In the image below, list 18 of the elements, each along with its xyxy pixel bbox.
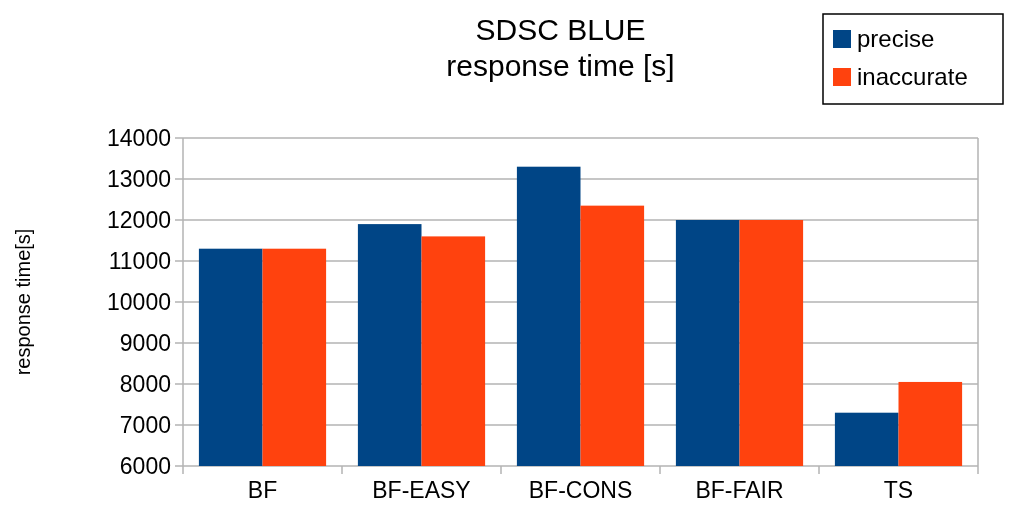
y-axis-title: response time[s] xyxy=(12,228,34,376)
x-tick-label: BF-FAIR xyxy=(695,477,784,503)
y-tick-label: 7000 xyxy=(119,412,171,439)
x-tick-label: TS xyxy=(883,477,914,503)
y-tick-label: 13000 xyxy=(107,166,171,193)
y-tick-label: 9000 xyxy=(119,330,171,357)
y-tick-label: 11000 xyxy=(108,248,171,275)
y-tick-label: 14000 xyxy=(107,125,171,152)
x-tick-label: BF-CONS xyxy=(528,477,633,503)
legend-label: precise xyxy=(857,25,935,53)
y-tick-label: 12000 xyxy=(107,207,171,234)
x-tick-label: BF-EASY xyxy=(372,477,471,503)
legend-label: inaccurate xyxy=(857,63,968,91)
chart-title: SDSC BLUE response time [s] xyxy=(446,13,675,82)
x-tick-label: BF xyxy=(247,477,278,503)
y-tick-label: 10000 xyxy=(107,289,171,316)
y-tick-label: 6000 xyxy=(119,453,171,480)
y-tick-label: 8000 xyxy=(119,371,171,398)
